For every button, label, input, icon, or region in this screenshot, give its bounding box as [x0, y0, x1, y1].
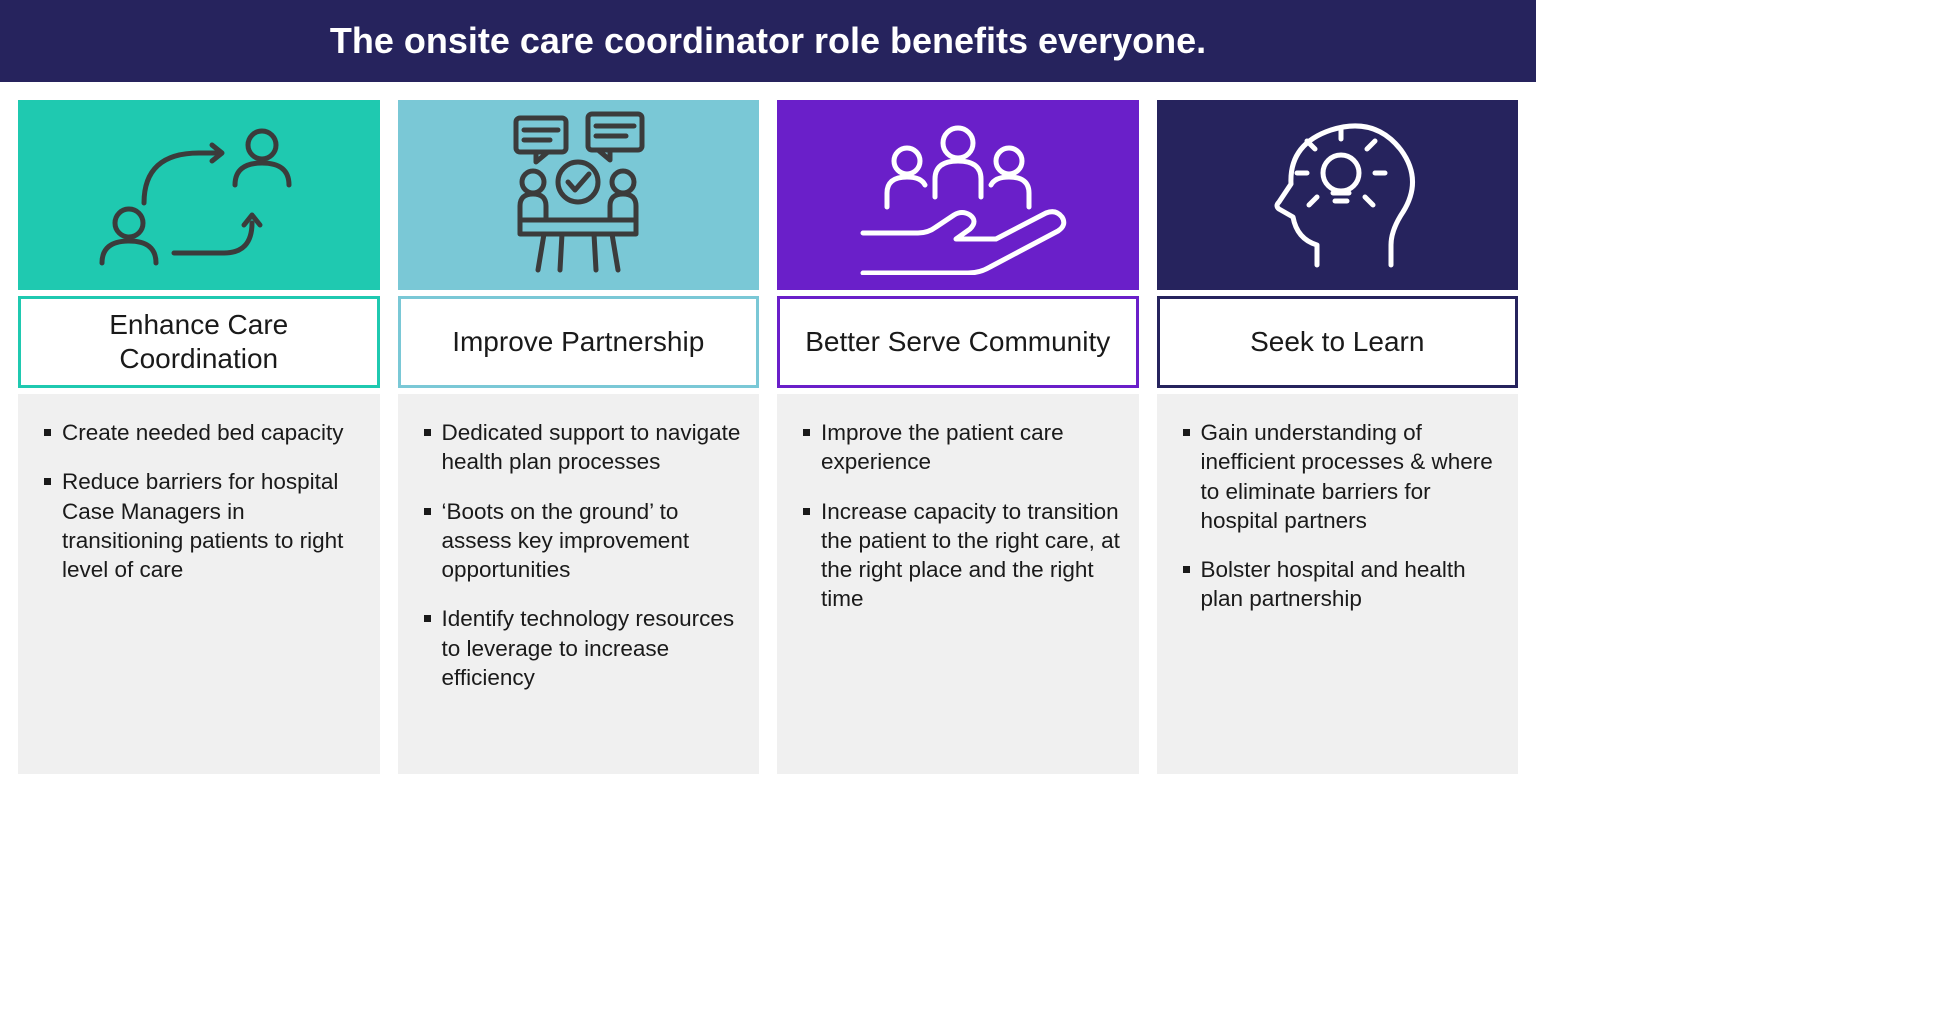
body-partnership: Dedicated support to navigate health pla… [398, 394, 760, 774]
col-learn: Seek to Learn Gain understanding of inef… [1157, 100, 1519, 774]
list-item: Dedicated support to navigate health pla… [424, 418, 742, 477]
col-partnership: Improve Partnership Dedicated support to… [398, 100, 760, 774]
col-enhance: Enhance Care Coordination Create needed … [18, 100, 380, 774]
banner-title: The onsite care coordinator role benefit… [330, 20, 1206, 62]
list-item: Create needed bed capacity [44, 418, 362, 447]
body-learn: Gain understanding of inefficient proces… [1157, 394, 1519, 774]
people-flow-icon [84, 115, 314, 275]
title-box-partnership: Improve Partnership [398, 296, 760, 388]
col-community: Better Serve Community Improve the patie… [777, 100, 1139, 774]
body-community: Improve the patient care experience Incr… [777, 394, 1139, 774]
title-box-enhance: Enhance Care Coordination [18, 296, 380, 388]
community-hand-icon [843, 115, 1073, 275]
list-item: Improve the patient care experience [803, 418, 1121, 477]
title-enhance: Enhance Care Coordination [29, 308, 369, 375]
meeting-check-icon [478, 110, 678, 280]
icon-box-enhance [18, 100, 380, 290]
title-learn: Seek to Learn [1250, 325, 1424, 359]
list-item: Increase capacity to transition the pati… [803, 497, 1121, 614]
icon-box-partnership [398, 100, 760, 290]
title-box-learn: Seek to Learn [1157, 296, 1519, 388]
list-item: Identify technology resources to leverag… [424, 604, 742, 692]
banner: The onsite care coordinator role benefit… [0, 0, 1536, 82]
columns-container: Enhance Care Coordination Create needed … [0, 82, 1536, 774]
title-community: Better Serve Community [805, 325, 1110, 359]
icon-box-community [777, 100, 1139, 290]
icon-box-learn [1157, 100, 1519, 290]
list-item: Gain understanding of inefficient proces… [1183, 418, 1501, 535]
list-item: Reduce barriers for hospital Case Manage… [44, 467, 362, 584]
list-item: ‘Boots on the ground’ to assess key impr… [424, 497, 742, 585]
head-lightbulb-icon [1237, 115, 1437, 275]
list-item: Bolster hospital and health plan partner… [1183, 555, 1501, 614]
title-partnership: Improve Partnership [452, 325, 704, 359]
title-box-community: Better Serve Community [777, 296, 1139, 388]
body-enhance: Create needed bed capacity Reduce barrie… [18, 394, 380, 774]
